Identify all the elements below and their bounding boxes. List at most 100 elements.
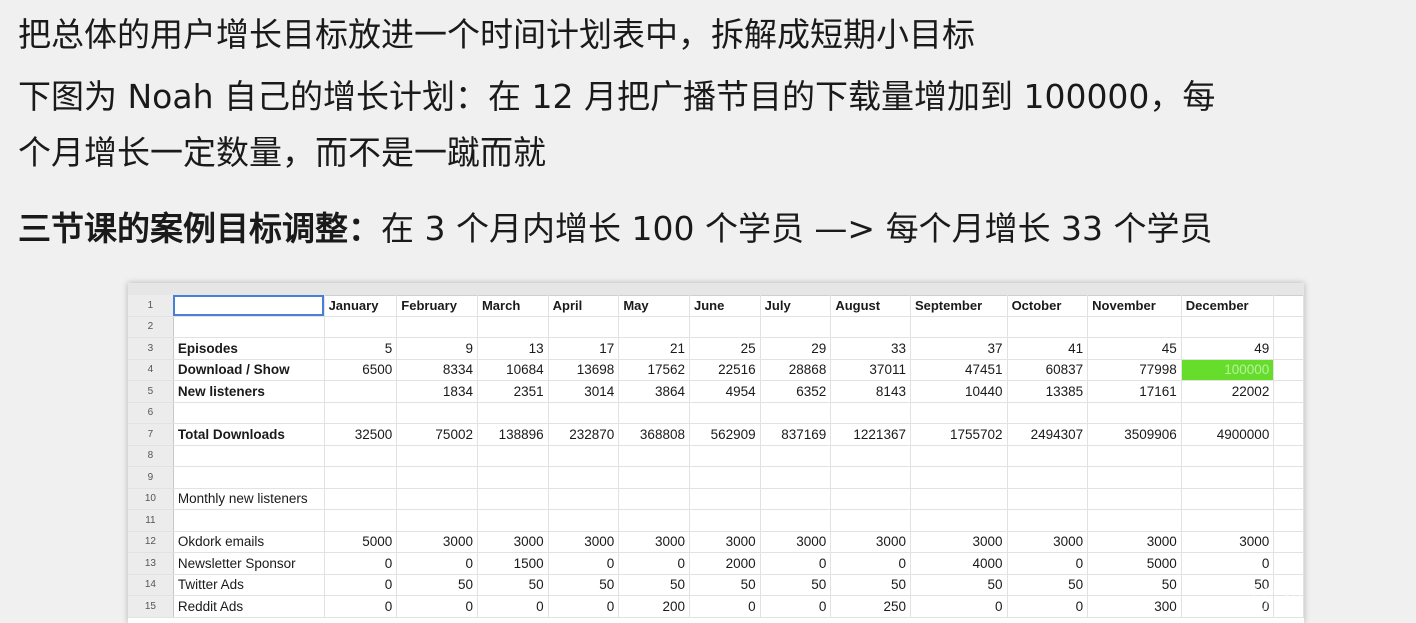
row-number[interactable]: 9	[128, 466, 174, 489]
row-number[interactable]: 7	[128, 423, 174, 446]
value-cell[interactable]	[324, 509, 398, 532]
value-cell[interactable]: 6352	[760, 380, 832, 403]
value-cell[interactable]	[396, 509, 478, 532]
empty-cell[interactable]	[1273, 488, 1304, 510]
value-cell[interactable]	[830, 509, 911, 532]
value-cell[interactable]: 75002	[396, 423, 478, 446]
value-cell[interactable]	[1181, 466, 1275, 489]
value-cell[interactable]: 3000	[618, 531, 690, 553]
value-cell[interactable]: 4900000	[1181, 423, 1275, 446]
value-cell[interactable]	[548, 445, 620, 467]
value-cell[interactable]	[396, 466, 478, 489]
value-cell[interactable]: 49	[1181, 337, 1275, 360]
empty-cell[interactable]	[1273, 574, 1304, 596]
value-cell[interactable]	[1087, 488, 1182, 510]
value-cell[interactable]: 10684	[477, 359, 549, 381]
value-cell[interactable]: 50	[396, 574, 478, 596]
empty-cell[interactable]	[1273, 337, 1304, 360]
value-cell[interactable]: 13698	[548, 359, 620, 381]
empty-cell[interactable]	[1273, 295, 1304, 317]
empty-cell[interactable]	[1273, 380, 1304, 403]
value-cell[interactable]: 45	[1087, 337, 1182, 360]
value-cell[interactable]: 138896	[477, 423, 549, 446]
empty-cell[interactable]	[1273, 359, 1304, 381]
value-cell[interactable]	[1181, 316, 1275, 338]
value-cell[interactable]: 3864	[618, 380, 690, 403]
value-cell[interactable]	[548, 509, 620, 532]
value-cell[interactable]: 6500	[324, 359, 398, 381]
value-cell[interactable]: 17161	[1087, 380, 1182, 403]
empty-cell[interactable]	[1273, 316, 1304, 338]
value-cell[interactable]	[324, 380, 398, 403]
value-cell[interactable]: 50	[477, 574, 549, 596]
value-cell[interactable]	[1087, 316, 1182, 338]
value-cell[interactable]: 0	[1181, 552, 1275, 575]
value-cell[interactable]: 32500	[324, 423, 398, 446]
row-label-cell[interactable]: Okdork emails	[173, 531, 325, 553]
value-cell[interactable]: 0	[396, 552, 478, 575]
row-label-cell[interactable]	[173, 316, 325, 338]
value-cell[interactable]: 3000	[396, 531, 478, 553]
value-cell[interactable]	[548, 316, 620, 338]
value-cell[interactable]	[477, 488, 549, 510]
month-header-cell[interactable]: April	[548, 295, 620, 317]
value-cell[interactable]: 5000	[324, 531, 398, 553]
value-cell[interactable]: 3000	[1087, 531, 1182, 553]
value-cell[interactable]	[1007, 316, 1089, 338]
value-cell[interactable]: 50	[1087, 574, 1182, 596]
value-cell[interactable]: 837169	[760, 423, 832, 446]
value-cell[interactable]: 50	[1181, 574, 1275, 596]
value-cell[interactable]: 10440	[910, 380, 1008, 403]
row-number[interactable]: 12	[128, 531, 174, 553]
value-cell[interactable]: 200	[618, 595, 690, 618]
row-number[interactable]: 14	[128, 574, 174, 596]
value-cell[interactable]	[830, 402, 911, 424]
value-cell[interactable]	[477, 509, 549, 532]
value-cell[interactable]	[830, 466, 911, 489]
value-cell[interactable]	[1007, 509, 1089, 532]
value-cell[interactable]: 4954	[689, 380, 761, 403]
value-cell[interactable]: 3000	[477, 531, 549, 553]
empty-cell[interactable]	[1273, 402, 1304, 424]
empty-cell[interactable]	[1273, 531, 1304, 553]
value-cell[interactable]	[1007, 466, 1089, 489]
value-cell[interactable]: 3000	[689, 531, 761, 553]
value-cell[interactable]: 0	[324, 574, 398, 596]
row-number[interactable]: 8	[128, 445, 174, 467]
value-cell[interactable]	[689, 466, 761, 489]
value-cell[interactable]	[396, 445, 478, 467]
value-cell[interactable]: 3000	[1007, 531, 1089, 553]
value-cell[interactable]	[1087, 466, 1182, 489]
value-cell[interactable]: 4000	[910, 552, 1008, 575]
value-cell[interactable]	[830, 445, 911, 467]
value-cell[interactable]: 0	[548, 552, 620, 575]
row-number[interactable]: 4	[128, 359, 174, 381]
value-cell[interactable]: 41	[1007, 337, 1089, 360]
value-cell[interactable]: 232870	[548, 423, 620, 446]
value-cell[interactable]: 50	[910, 574, 1008, 596]
empty-cell[interactable]	[1273, 423, 1304, 446]
value-cell[interactable]	[477, 402, 549, 424]
value-cell[interactable]	[689, 509, 761, 532]
value-cell[interactable]	[910, 402, 1008, 424]
empty-cell[interactable]	[1273, 445, 1304, 467]
row-number[interactable]: 10	[128, 488, 174, 510]
value-cell[interactable]: 5	[324, 337, 398, 360]
row-label-cell[interactable]: Total Downloads	[173, 423, 325, 446]
row-number[interactable]: 6	[128, 402, 174, 424]
value-cell[interactable]: 0	[618, 552, 690, 575]
value-cell[interactable]: 22516	[689, 359, 761, 381]
row-number[interactable]: 1	[128, 295, 174, 317]
value-cell[interactable]: 0	[760, 552, 832, 575]
row-label-cell[interactable]: Monthly new listeners	[173, 488, 325, 510]
value-cell[interactable]: 8334	[396, 359, 478, 381]
value-cell[interactable]: 17	[548, 337, 620, 360]
value-cell[interactable]	[1007, 445, 1089, 467]
value-cell[interactable]	[396, 402, 478, 424]
row-label-cell[interactable]: Newsletter Sponsor	[173, 552, 325, 575]
value-cell[interactable]: 50	[548, 574, 620, 596]
value-cell[interactable]: 9	[396, 337, 478, 360]
value-cell[interactable]	[910, 316, 1008, 338]
month-header-cell[interactable]: November	[1087, 295, 1182, 317]
month-header-cell[interactable]: January	[324, 295, 398, 317]
